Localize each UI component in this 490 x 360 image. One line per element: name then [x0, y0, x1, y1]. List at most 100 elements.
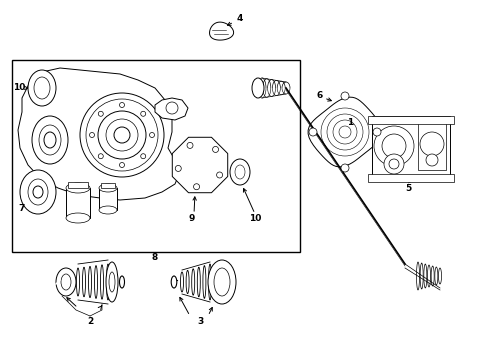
- Bar: [368, 116, 454, 124]
- Ellipse shape: [56, 268, 76, 296]
- Ellipse shape: [76, 268, 79, 296]
- Ellipse shape: [28, 70, 56, 106]
- Ellipse shape: [420, 263, 423, 289]
- Text: 1: 1: [347, 117, 353, 126]
- Circle shape: [426, 154, 438, 166]
- Ellipse shape: [34, 77, 50, 99]
- Ellipse shape: [99, 184, 117, 192]
- Circle shape: [98, 111, 103, 116]
- Bar: [66, 188, 90, 218]
- Circle shape: [114, 127, 130, 143]
- Ellipse shape: [180, 272, 183, 292]
- Ellipse shape: [197, 267, 200, 297]
- Ellipse shape: [66, 213, 90, 223]
- Circle shape: [187, 143, 193, 148]
- Text: 10: 10: [13, 84, 25, 93]
- Circle shape: [341, 92, 349, 100]
- Circle shape: [106, 119, 138, 151]
- Ellipse shape: [100, 265, 103, 299]
- Ellipse shape: [431, 266, 434, 286]
- Ellipse shape: [33, 186, 43, 198]
- Ellipse shape: [427, 265, 431, 287]
- Text: 6: 6: [317, 90, 323, 99]
- Circle shape: [384, 154, 404, 174]
- Ellipse shape: [214, 268, 230, 296]
- Ellipse shape: [120, 276, 124, 288]
- Text: 7: 7: [19, 203, 25, 212]
- Ellipse shape: [44, 132, 56, 148]
- Bar: [368, 174, 454, 182]
- Circle shape: [86, 99, 158, 171]
- Ellipse shape: [252, 78, 264, 98]
- Text: 10: 10: [249, 213, 261, 222]
- Ellipse shape: [203, 266, 206, 298]
- Ellipse shape: [171, 276, 177, 288]
- Circle shape: [321, 108, 369, 156]
- Ellipse shape: [416, 262, 419, 290]
- Circle shape: [120, 162, 124, 167]
- Text: 5: 5: [405, 184, 411, 193]
- Ellipse shape: [106, 262, 118, 302]
- Circle shape: [166, 102, 178, 114]
- Ellipse shape: [99, 206, 117, 214]
- Ellipse shape: [439, 268, 441, 284]
- Circle shape: [175, 166, 181, 171]
- Ellipse shape: [61, 274, 71, 290]
- Circle shape: [339, 126, 351, 138]
- Ellipse shape: [424, 264, 427, 288]
- Bar: [12, 60, 300, 252]
- Ellipse shape: [109, 272, 115, 292]
- Polygon shape: [155, 98, 188, 120]
- Circle shape: [327, 114, 363, 150]
- Ellipse shape: [28, 179, 48, 205]
- Ellipse shape: [32, 116, 68, 164]
- Circle shape: [373, 128, 381, 136]
- Text: 4: 4: [237, 14, 243, 23]
- Text: 3: 3: [197, 318, 203, 327]
- Ellipse shape: [186, 270, 189, 294]
- Ellipse shape: [66, 183, 90, 193]
- Ellipse shape: [192, 269, 195, 295]
- Circle shape: [341, 164, 349, 172]
- Ellipse shape: [435, 267, 438, 285]
- Circle shape: [213, 147, 219, 152]
- Circle shape: [389, 159, 399, 169]
- Circle shape: [382, 134, 406, 158]
- Circle shape: [120, 103, 124, 108]
- Circle shape: [194, 184, 199, 190]
- Polygon shape: [308, 97, 382, 167]
- Circle shape: [141, 111, 146, 116]
- Ellipse shape: [208, 260, 236, 304]
- Circle shape: [141, 154, 146, 159]
- Ellipse shape: [95, 266, 98, 298]
- Bar: [372, 116, 450, 178]
- Ellipse shape: [230, 159, 250, 185]
- Text: 9: 9: [189, 213, 195, 222]
- Ellipse shape: [235, 165, 245, 179]
- Text: 2: 2: [87, 318, 93, 327]
- Bar: [99, 188, 117, 210]
- Circle shape: [420, 132, 444, 156]
- Ellipse shape: [20, 170, 56, 214]
- Circle shape: [374, 126, 414, 166]
- Circle shape: [309, 128, 317, 136]
- Circle shape: [98, 111, 146, 159]
- Ellipse shape: [82, 267, 85, 297]
- Circle shape: [333, 120, 357, 144]
- Polygon shape: [210, 22, 234, 40]
- Bar: [101, 183, 115, 188]
- Circle shape: [98, 154, 103, 159]
- Ellipse shape: [209, 264, 212, 300]
- Text: 8: 8: [152, 253, 158, 262]
- Bar: [68, 182, 88, 188]
- Circle shape: [80, 93, 164, 177]
- Bar: [418, 122, 446, 170]
- Circle shape: [217, 172, 222, 178]
- Ellipse shape: [106, 264, 109, 300]
- Ellipse shape: [39, 125, 61, 155]
- Polygon shape: [18, 68, 180, 200]
- Ellipse shape: [89, 266, 92, 298]
- Circle shape: [149, 132, 154, 138]
- Circle shape: [90, 132, 95, 138]
- Polygon shape: [172, 137, 228, 193]
